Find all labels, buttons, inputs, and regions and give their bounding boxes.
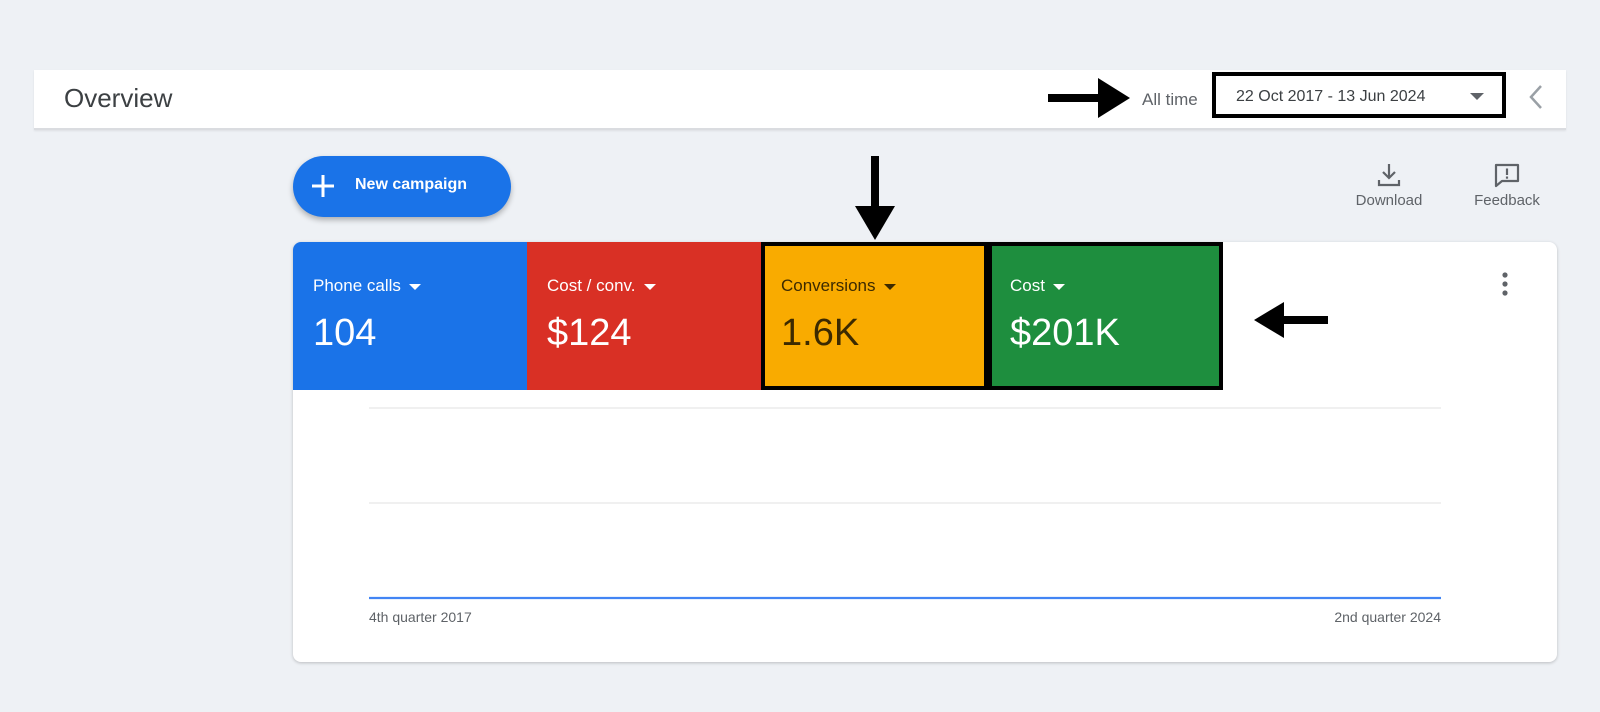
- metric-value: $124: [547, 312, 632, 354]
- metric-label: Conversions: [781, 276, 896, 296]
- metric-tile-phone-calls[interactable]: Phone calls 104: [293, 242, 527, 390]
- metric-value: $201K: [1010, 312, 1120, 354]
- arrow-down-icon: [855, 156, 895, 240]
- arrow-left-icon: [1254, 302, 1328, 338]
- page-title: Overview: [64, 83, 173, 113]
- download-icon: [1377, 164, 1401, 187]
- metric-tile-cost-per-conv[interactable]: Cost / conv. $124: [527, 242, 761, 390]
- metric-value: 104: [313, 312, 377, 354]
- new-campaign-label: New campaign: [355, 176, 468, 193]
- caret-down-icon: [643, 283, 656, 290]
- performance-line-chart: 4th quarter 2017 2nd quarter 2024: [369, 407, 1441, 625]
- arrow-right-icon: [1048, 78, 1130, 118]
- chevron-down-icon: [1470, 93, 1484, 100]
- more-options-icon[interactable]: [1501, 272, 1509, 296]
- x-tick-label: 4th quarter 2017: [369, 609, 472, 625]
- metric-value: 1.6K: [781, 312, 860, 354]
- metric-tile-cost[interactable]: Cost $201K: [988, 242, 1223, 390]
- download-label: Download: [1355, 192, 1423, 209]
- metric-label: Phone calls: [313, 276, 421, 296]
- date-range-preset: All time: [1142, 90, 1198, 109]
- chevron-left-icon[interactable]: [1528, 84, 1544, 110]
- metric-tile-conversions[interactable]: Conversions 1.6K: [761, 242, 988, 390]
- new-campaign-button[interactable]: New campaign: [293, 156, 511, 217]
- performance-card: Phone calls 104 Cost / conv. $124 Conver…: [293, 242, 1557, 662]
- feedback-button[interactable]: Feedback: [1462, 160, 1552, 216]
- caret-down-icon: [408, 283, 421, 290]
- feedback-icon: [1494, 163, 1520, 188]
- feedback-label: Feedback: [1474, 192, 1540, 209]
- date-range-text: 22 Oct 2017 - 13 Jun 2024: [1236, 88, 1426, 105]
- metric-label: Cost: [1010, 276, 1065, 296]
- plus-icon: [312, 175, 334, 197]
- metric-label: Cost / conv.: [547, 276, 656, 296]
- download-button[interactable]: Download: [1344, 160, 1434, 216]
- caret-down-icon: [883, 283, 896, 290]
- x-tick-label: 2nd quarter 2024: [1334, 609, 1441, 625]
- caret-down-icon: [1052, 283, 1065, 290]
- date-range-picker[interactable]: 22 Oct 2017 - 13 Jun 2024: [1212, 72, 1506, 118]
